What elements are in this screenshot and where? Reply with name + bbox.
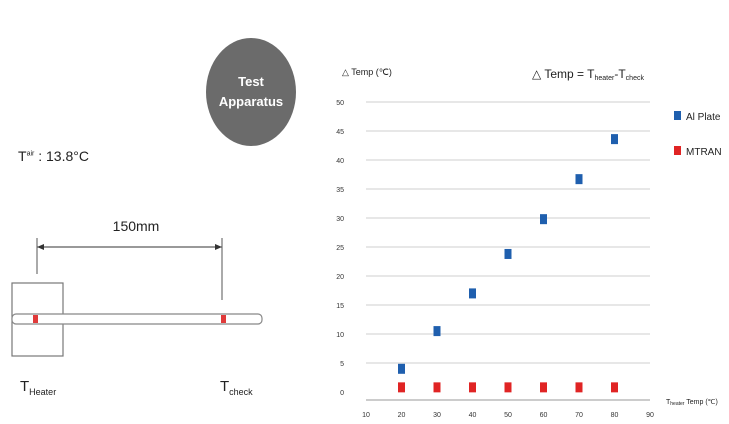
- y-tick-label-5: 5: [340, 361, 344, 368]
- distance-label: 150mm: [113, 218, 160, 234]
- y-tick-label-25: 25: [336, 245, 344, 252]
- chart-points: [398, 134, 618, 393]
- x-tick-label-80: 80: [611, 412, 619, 419]
- chart-title-sub2: check: [626, 75, 645, 82]
- ambient-t-sup: air: [26, 150, 35, 158]
- x-axis-label-rest: Temp (℃): [684, 399, 717, 406]
- heater-sensor-dot: [33, 315, 38, 323]
- legend-swatch-mtran: [674, 146, 681, 155]
- dimension-arrow-left: [37, 244, 44, 250]
- heater-label-sub: Heater: [29, 387, 57, 397]
- y-tick-label-10: 10: [336, 332, 344, 339]
- legend-label-mtran: MTRAN: [686, 147, 722, 158]
- check-sensor-dot: [221, 315, 226, 323]
- point-al-plate-80: [611, 134, 618, 145]
- point-al-plate-40: [469, 288, 476, 299]
- ambient-temperature: Tair : 13.8°C: [18, 148, 89, 164]
- chart-title: △ Temp = Theater-Tcheck: [532, 67, 644, 82]
- x-tick-label-30: 30: [433, 412, 441, 419]
- point-al-plate-60: [540, 214, 547, 225]
- x-axis-label-sub: heater: [670, 401, 685, 407]
- point-mtran-30: [433, 382, 441, 393]
- chart-title-main: △ Temp = T: [532, 67, 595, 81]
- point-mtran-50: [504, 382, 512, 393]
- point-mtran-40: [469, 382, 476, 393]
- heater-label-t: T: [20, 378, 30, 395]
- apparatus-diagram: 150mm: [11, 218, 263, 357]
- point-mtran-60: [540, 382, 547, 393]
- x-tick-label-20: 20: [398, 412, 406, 419]
- test-apparatus-badge: Test Apparatus: [206, 38, 296, 146]
- y-tick-label-50: 50: [336, 100, 344, 107]
- point-al-plate-20: [398, 363, 405, 374]
- y-axis-label: △ Temp (℃): [342, 67, 392, 77]
- chart-ticks: 0 5 10 15 20 25 30 35 40 45 50 10 20 30 40 50 60 70 80 90: [336, 100, 654, 419]
- x-tick-label-90: 90: [646, 412, 654, 419]
- check-label-t: T: [220, 378, 230, 395]
- chart-grid: [366, 101, 650, 401]
- y-tick-label-0: 0: [340, 390, 344, 397]
- point-mtran-70: [575, 382, 583, 393]
- y-tick-label-35: 35: [336, 187, 344, 194]
- x-tick-label-40: 40: [469, 412, 477, 419]
- plate-bar: [11, 313, 263, 325]
- legend-swatch-al-plate: [674, 111, 681, 120]
- y-tick-label-40: 40: [336, 158, 344, 165]
- y-tick-label-30: 30: [336, 216, 344, 223]
- ambient-t-value: : 13.8°C: [34, 148, 89, 164]
- heater-label: THeater: [20, 378, 56, 397]
- badge-line-2: Apparatus: [218, 94, 284, 109]
- x-tick-label-10: 10: [362, 412, 370, 419]
- x-tick-label-70: 70: [575, 412, 583, 419]
- chart-title-sub1: heater: [594, 75, 615, 82]
- point-al-plate-70: [575, 174, 583, 185]
- legend-label-al-plate: Al Plate: [686, 112, 721, 123]
- y-tick-label-45: 45: [336, 129, 344, 136]
- dimension-arrow-right: [215, 244, 222, 250]
- ambient-t-symbol: T: [18, 148, 27, 164]
- check-label-sub: check: [229, 387, 253, 397]
- x-tick-label-50: 50: [504, 412, 512, 419]
- x-tick-label-60: 60: [540, 412, 548, 419]
- check-label: Tcheck: [220, 378, 253, 397]
- y-tick-label-20: 20: [336, 274, 344, 281]
- badge-line-1: Test: [238, 74, 264, 89]
- chart-title-mid: -T: [614, 67, 626, 81]
- point-al-plate-30: [433, 326, 441, 337]
- point-al-plate-50: [504, 248, 512, 259]
- point-mtran-20: [398, 382, 405, 393]
- y-tick-label-15: 15: [336, 303, 344, 310]
- x-axis-label: Theater Temp (℃): [666, 399, 718, 407]
- point-mtran-80: [611, 382, 618, 393]
